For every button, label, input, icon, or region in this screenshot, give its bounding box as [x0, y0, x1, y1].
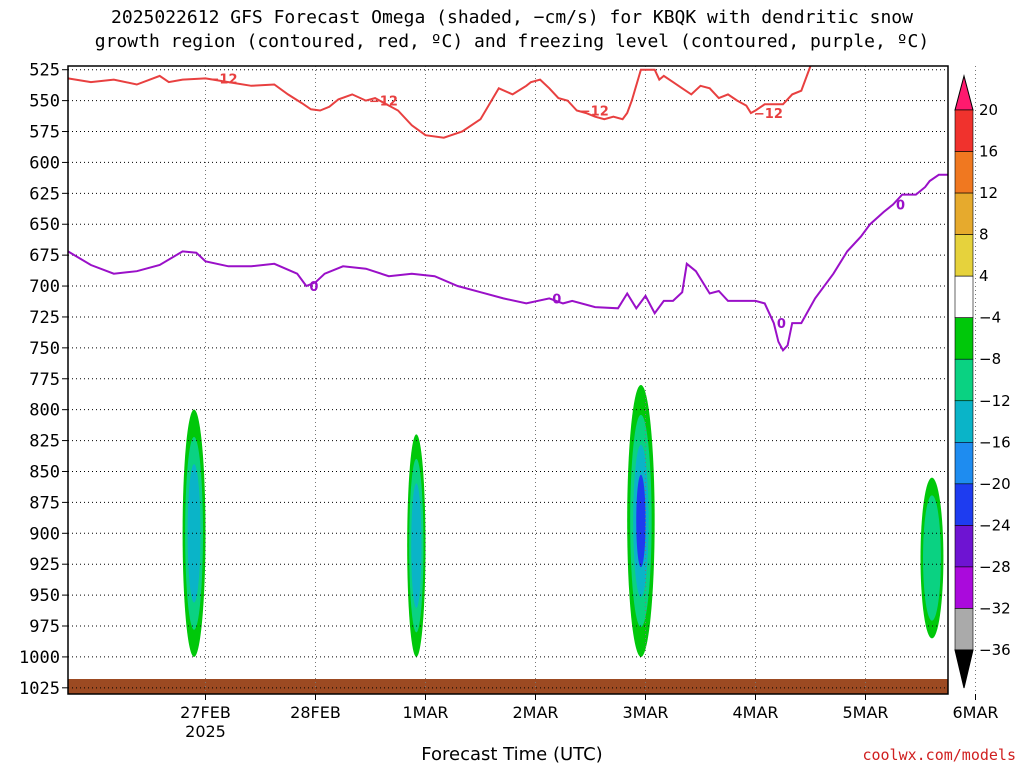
x-tick-label-28FEB: 28FEB [290, 703, 341, 722]
plot-frame [67, 65, 949, 695]
y-tick-label-1025: 1025 [19, 679, 60, 699]
contour-label-1-0: 0 [309, 280, 318, 295]
y-tick-label-775: 775 [29, 370, 60, 390]
chart-title-line-2: growth region (contoured, red, ºC) and f… [94, 31, 930, 52]
y-tick-label-850: 850 [29, 462, 60, 482]
chart-title-line-1: 2025022612 GFS Forecast Omega (shaded, −… [111, 7, 913, 28]
y-tick-label-650: 650 [29, 215, 60, 235]
x-tick-label-2MAR: 2MAR [512, 703, 558, 722]
axes-layer: 5255505756006256506757007257507758008258… [19, 61, 998, 741]
y-tick-label-875: 875 [29, 493, 60, 513]
y-tick-label-600: 600 [29, 153, 60, 173]
colorbar-swatch-8 [954, 400, 974, 443]
y-tick-label-675: 675 [29, 246, 60, 266]
contour-label-0-3: −12 [754, 107, 783, 122]
y-tick-label-825: 825 [29, 432, 60, 452]
gridlines-layer [68, 66, 976, 694]
colorbar-arrow-bottom [954, 649, 974, 689]
y-tick-label-800: 800 [29, 401, 60, 421]
colorbar-label-8: −16 [979, 433, 1011, 451]
y-tick-label-975: 975 [29, 617, 60, 637]
colorbar-label-4: 4 [979, 267, 989, 285]
y-tick-label-575: 575 [29, 123, 60, 143]
colorbar-label-11: −28 [979, 558, 1011, 576]
contour-label-1-1: 0 [552, 292, 561, 307]
colorbar-swatch-13 [954, 608, 974, 651]
terrain-layer [68, 679, 948, 694]
colorbar-label-3: 8 [979, 226, 989, 244]
contour-label-0-1: −12 [369, 95, 398, 110]
colorbar-label-1: 16 [979, 143, 998, 161]
y-tick-label-750: 750 [29, 339, 60, 359]
x-tick-label-1MAR: 1MAR [402, 703, 448, 722]
y-tick-label-700: 700 [29, 277, 60, 297]
colorbar-swatch-11 [954, 525, 974, 568]
credit-link[interactable]: coolwx.com/models [862, 746, 1016, 764]
contour-line-0 [67, 65, 812, 139]
x-tick-label-4MAR: 4MAR [732, 703, 778, 722]
terrain-fill [68, 679, 948, 694]
colorbar-label-10: −24 [979, 516, 1011, 534]
colorbar-swatch-9 [954, 442, 974, 485]
colorbar-label-9: −20 [979, 475, 1011, 493]
x-tick-sublabel-27FEB: 2025 [185, 722, 226, 741]
colorbar-swatch-3 [954, 192, 974, 235]
y-tick-label-525: 525 [29, 61, 60, 81]
colorbar-arrow-top [954, 74, 974, 111]
y-tick-label-725: 725 [29, 308, 60, 328]
colorbar-label-2: 12 [979, 184, 998, 202]
colorbar: 20 16 12 8 4 −4 −8 −12 −16 −20 −24 −28 −32 −36 [954, 74, 1011, 689]
contour-label-1-2: 0 [777, 317, 786, 332]
x-tick-label-3MAR: 3MAR [622, 703, 668, 722]
colorbar-swatch-1 [954, 109, 974, 152]
omega-core-3mar-level-3 [636, 474, 646, 568]
y-tick-label-1000: 1000 [19, 648, 60, 668]
colorbar-swatch-5 [954, 275, 974, 318]
colorbar-swatch-7 [954, 358, 974, 402]
y-tick-label-950: 950 [29, 586, 60, 606]
colorbar-label-7: −12 [979, 392, 1011, 410]
colorbar-swatch-10 [954, 483, 974, 526]
colorbar-swatch-12 [954, 566, 974, 609]
x-tick-label-27FEB: 27FEB [180, 703, 231, 722]
colorbar-label-5: −4 [979, 309, 1001, 327]
colorbar-swatch-6 [954, 317, 974, 360]
colorbar-label-13: −36 [979, 641, 1011, 659]
contour-lines-layer: −12 −12 −12 −12 0 0 0 0 [67, 65, 948, 353]
omega-core-1mar-level-2 [411, 483, 422, 608]
colorbar-label-12: −32 [979, 599, 1011, 617]
omega-shading-layer [182, 384, 944, 657]
colorbar-swatch-4 [954, 234, 974, 277]
colorbar-swatch-2 [954, 151, 974, 194]
colorbar-label-6: −8 [979, 350, 1001, 368]
y-tick-label-550: 550 [29, 92, 60, 112]
contour-label-1-3: 0 [896, 198, 905, 213]
x-tick-label-5MAR: 5MAR [842, 703, 888, 722]
contour-label-0-0: −12 [209, 72, 238, 87]
y-tick-label-925: 925 [29, 555, 60, 575]
contour-label-0-2: −12 [580, 105, 609, 120]
y-tick-label-900: 900 [29, 524, 60, 544]
x-axis-label: Forecast Time (UTC) [421, 744, 603, 765]
contour-line-1 [67, 173, 948, 353]
chart-title: 2025022612 GFS Forecast Omega (shaded, −… [0, 6, 1024, 54]
x-tick-label-6MAR: 6MAR [952, 703, 998, 722]
omega-core-27feb-level-2 [187, 464, 201, 603]
omega-core-6mar-level-1 [923, 495, 941, 621]
colorbar-label-0: 20 [979, 101, 998, 119]
y-tick-label-625: 625 [29, 184, 60, 204]
